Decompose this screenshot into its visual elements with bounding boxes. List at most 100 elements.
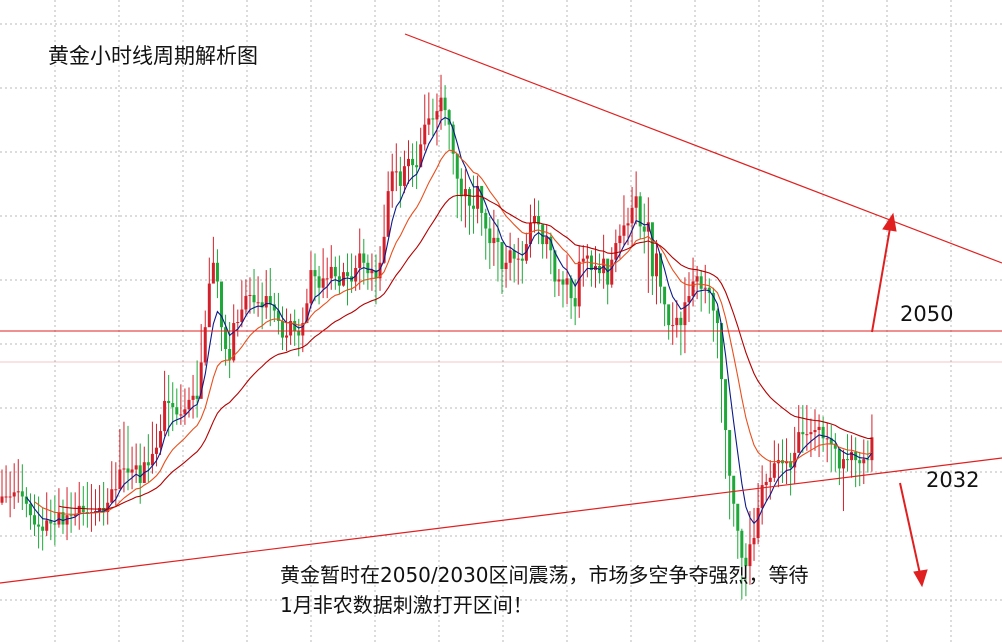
candle-body [557, 279, 561, 282]
candle-body [472, 205, 476, 209]
candle [106, 488, 110, 525]
candle-body [504, 262, 508, 270]
candle-body [699, 276, 703, 289]
candle [427, 92, 431, 136]
candle-body [329, 266, 333, 279]
candle-body [102, 507, 106, 513]
candle-body [724, 379, 728, 431]
candle [805, 405, 809, 451]
candle-body [386, 191, 390, 237]
candle-body [829, 438, 833, 445]
candle [622, 195, 626, 246]
candle-body [0, 496, 4, 503]
candle [472, 175, 476, 234]
candle [280, 306, 284, 351]
candle [285, 308, 289, 352]
candle-body [45, 520, 49, 531]
candle [768, 460, 772, 500]
candle [256, 276, 260, 317]
candle-body [508, 250, 512, 263]
candle [720, 323, 724, 423]
candle [862, 439, 866, 485]
candle [870, 414, 874, 472]
candle-body [276, 310, 280, 321]
candle [557, 269, 561, 297]
candle [232, 304, 236, 363]
candle [236, 309, 240, 337]
candle-body [260, 302, 264, 308]
candle-body [841, 459, 845, 469]
candle [293, 309, 297, 346]
candle [837, 448, 841, 486]
candle [728, 430, 732, 520]
candle [276, 292, 280, 335]
candle [829, 424, 833, 472]
candle [167, 374, 171, 437]
candle [130, 446, 134, 490]
candle [386, 171, 390, 237]
candle-body [28, 503, 32, 516]
candle-body [362, 253, 366, 263]
candle-body [187, 399, 191, 410]
candle-body [837, 448, 841, 469]
candle [224, 314, 228, 366]
candle [854, 437, 858, 488]
candle-body [516, 258, 520, 260]
candle-body [805, 434, 809, 436]
candle [57, 488, 61, 528]
candle-body [236, 322, 240, 324]
candle [528, 204, 532, 258]
candle-body [500, 242, 504, 270]
candle [81, 486, 85, 526]
candle-body [715, 310, 719, 324]
candle-body [37, 524, 41, 527]
candle [45, 492, 49, 536]
candle-body [407, 158, 410, 167]
candle-body [671, 325, 675, 327]
candle [69, 492, 73, 533]
scenario-arrows [871, 212, 928, 588]
candle-body [813, 430, 817, 433]
candle-body [447, 110, 451, 125]
candle-body [480, 185, 484, 213]
candle [24, 487, 28, 518]
candles [0, 74, 874, 600]
candle [825, 422, 829, 463]
candle [683, 277, 687, 354]
candle [362, 238, 366, 285]
candle [841, 449, 845, 512]
candle-body [232, 323, 236, 361]
candle [679, 311, 683, 356]
candle-body [768, 477, 772, 482]
candle-body [659, 253, 663, 287]
candle [195, 360, 199, 418]
candle-body [720, 323, 724, 380]
candle-body [817, 426, 821, 431]
candle [866, 440, 870, 473]
candle-body [215, 262, 219, 282]
bullish-arrow-head [882, 212, 897, 232]
candle [833, 433, 837, 472]
candle [663, 286, 667, 327]
candle [850, 435, 854, 478]
candle-body [618, 235, 622, 244]
analysis-note-line-1: 黄金暂时在2050/2030区间震荡，市场多空争夺强烈，等待 [280, 563, 809, 587]
candle-body [512, 250, 516, 259]
candle [138, 443, 142, 504]
candle-body [4, 496, 8, 498]
candle-body [33, 515, 37, 525]
candle-body [764, 481, 768, 486]
candle [504, 246, 508, 288]
candle-body [443, 97, 447, 111]
candle [317, 265, 321, 305]
candle [154, 423, 158, 467]
candle [16, 459, 20, 503]
candle-body [663, 286, 667, 305]
candle [398, 156, 402, 208]
ma-fast-line [25, 116, 873, 525]
candle-body [431, 118, 435, 120]
candle [732, 475, 736, 527]
candle [614, 229, 618, 273]
candle-body [610, 259, 614, 285]
candle-body [451, 124, 455, 154]
